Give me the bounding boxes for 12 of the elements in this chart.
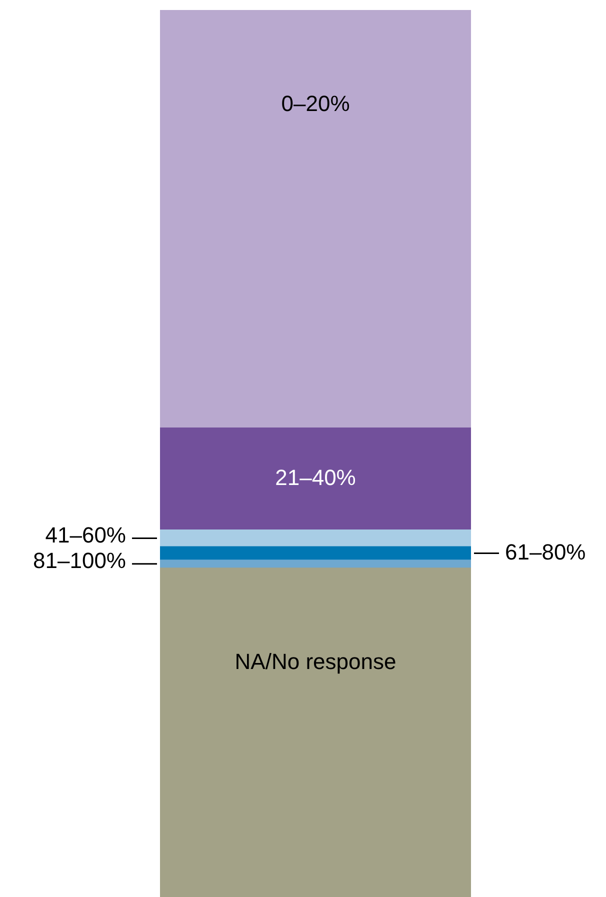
- bar: [160, 427, 471, 530]
- series-label: NA/No response: [234, 648, 396, 674]
- series-label: 21–40%: [275, 464, 356, 490]
- series-label: 0–20%: [281, 91, 350, 116]
- series-label: 81–100%: [33, 548, 126, 573]
- bar: [160, 568, 471, 897]
- bar: [160, 529, 471, 547]
- bar: [160, 560, 471, 568]
- series-label: 61–80%: [505, 539, 586, 564]
- bar: [160, 10, 471, 428]
- series-label: 41–60%: [45, 522, 126, 548]
- bar: [160, 546, 471, 560]
